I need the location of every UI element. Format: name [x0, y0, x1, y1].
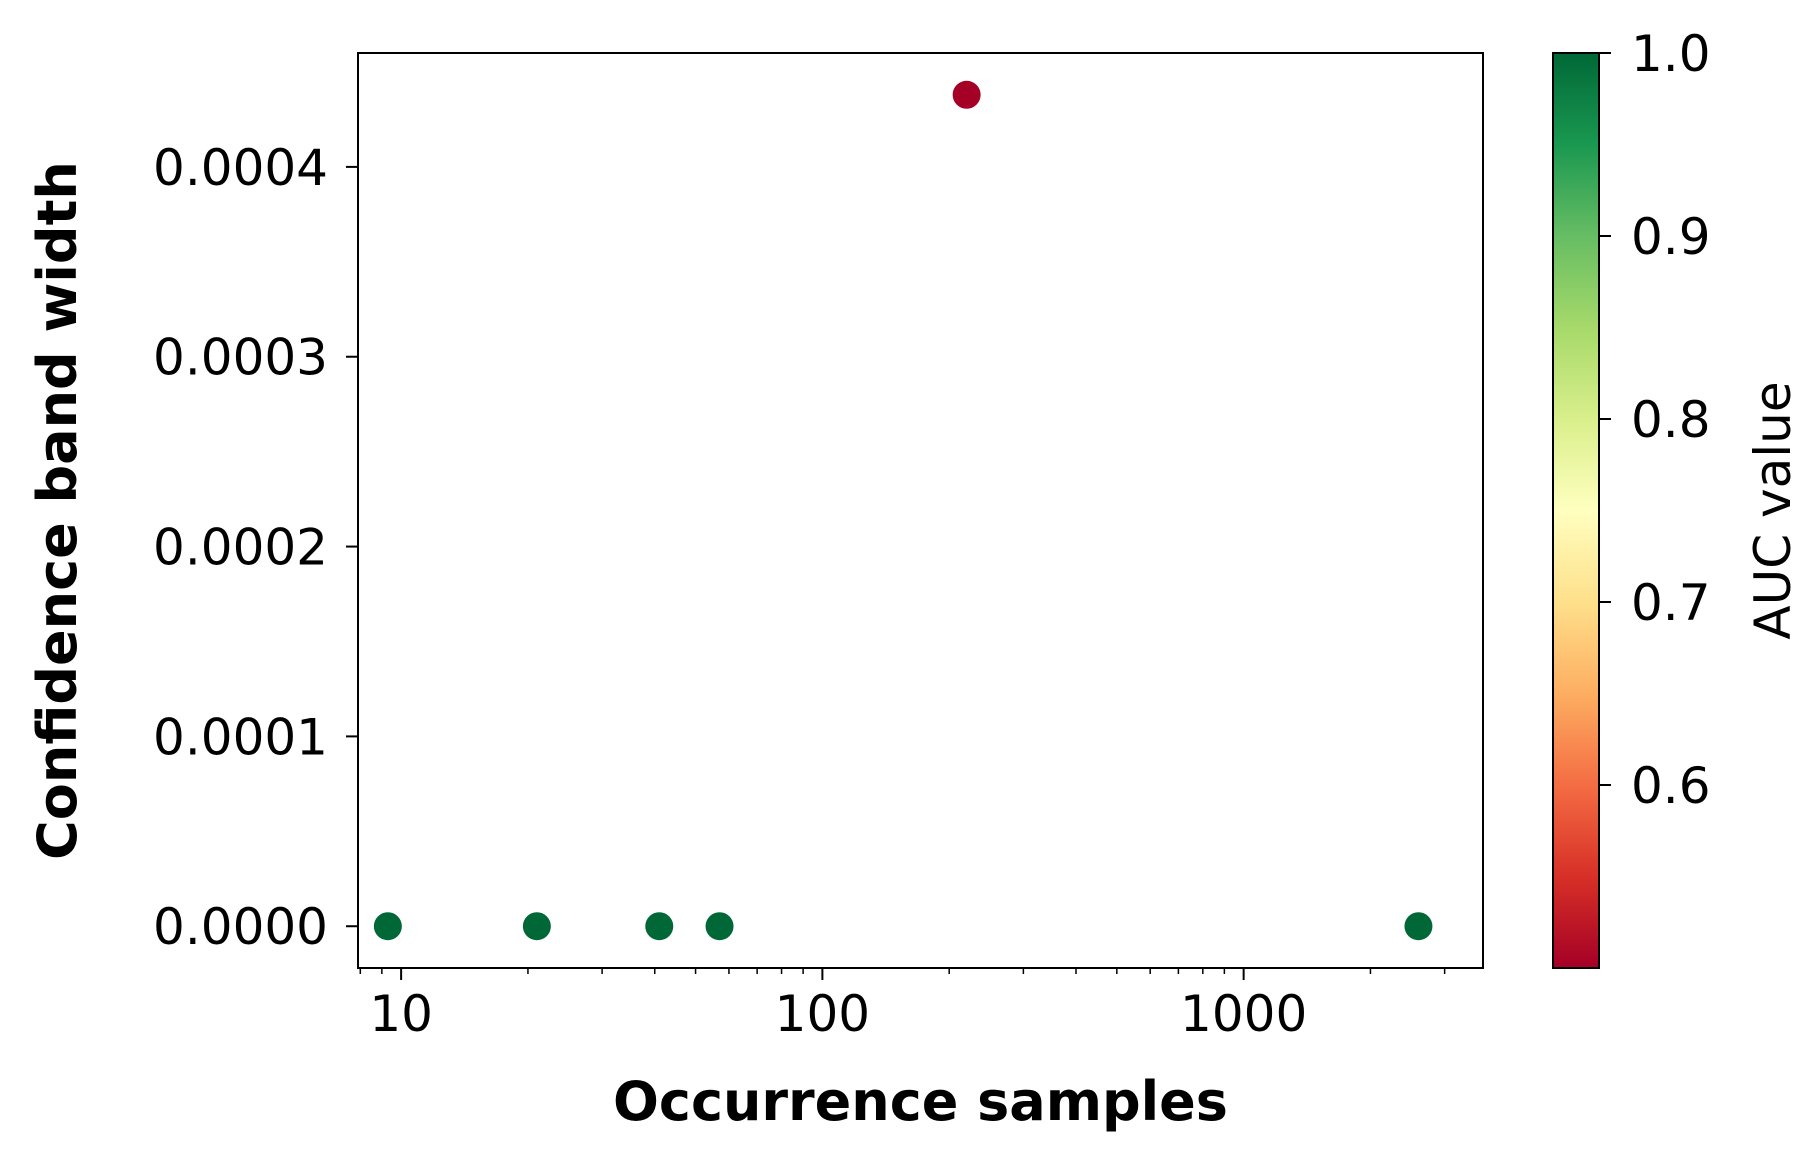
- colorbar-tick-label: 1.0: [1631, 25, 1711, 83]
- plot-frame: [357, 52, 1484, 969]
- y-tick-label: 0.0003: [153, 329, 328, 387]
- data-point: [1404, 912, 1433, 941]
- colorbar-tick-label: 0.8: [1631, 391, 1711, 449]
- y-tick-label: 0.0002: [153, 519, 328, 577]
- x-tick-label: 1000: [1180, 985, 1307, 1043]
- data-point: [373, 912, 402, 941]
- data-point: [522, 912, 551, 941]
- data-point: [645, 912, 674, 941]
- x-tick-label: 100: [775, 985, 870, 1043]
- colorbar-title: AUC value: [1744, 381, 1802, 639]
- x-tick-label: 10: [369, 985, 433, 1043]
- colorbar-tick-label: 0.9: [1631, 208, 1711, 266]
- plot-area: 10 100 1000 0.0000 0.0001 0.0002 0.0003 0.0004 O…: [26, 52, 1484, 1133]
- y-tick-label: 0.0001: [153, 708, 328, 766]
- colorbar-gradient: [1553, 53, 1599, 968]
- y-axis-title: Confidence band width: [26, 161, 89, 860]
- x-axis-title: Occurrence samples: [613, 1070, 1228, 1133]
- colorbar-frame: [1552, 52, 1600, 969]
- colorbar: 0.6 0.7 0.8 0.9 1.0 AUC value: [1552, 25, 1802, 969]
- colorbar-tick-label: 0.6: [1631, 757, 1711, 815]
- y-tick-label: 0.0000: [153, 898, 328, 956]
- data-point: [952, 80, 981, 109]
- colorbar-tick-label: 0.7: [1631, 574, 1711, 632]
- data-point: [705, 912, 734, 941]
- y-tick-label: 0.0004: [153, 139, 328, 197]
